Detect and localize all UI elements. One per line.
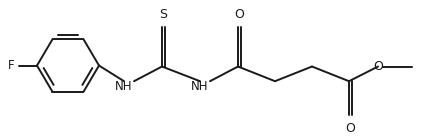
- Text: O: O: [373, 60, 383, 73]
- Text: F: F: [9, 59, 15, 72]
- Text: NH: NH: [191, 80, 209, 93]
- Text: S: S: [159, 8, 167, 21]
- Text: NH: NH: [115, 80, 133, 93]
- Text: O: O: [235, 8, 245, 21]
- Text: O: O: [345, 122, 355, 135]
